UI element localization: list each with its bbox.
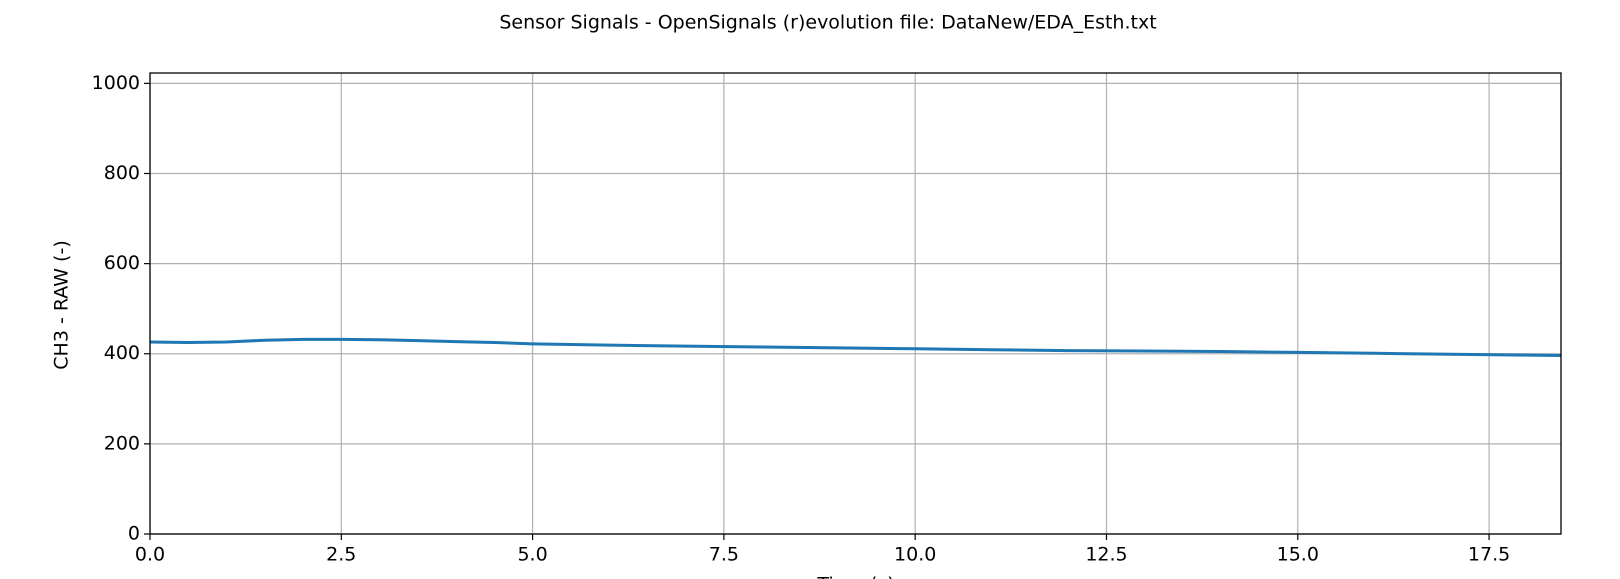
x-tick-label: 2.5 xyxy=(326,544,356,566)
y-tick-label: 400 xyxy=(104,342,140,364)
x-tick-label: 0.0 xyxy=(135,544,165,566)
x-tick-label: 15.0 xyxy=(1277,544,1319,566)
x-axis-label: Time (s) xyxy=(816,574,894,579)
x-tick-label: 17.5 xyxy=(1468,544,1510,566)
x-tick-label: 5.0 xyxy=(517,544,547,566)
y-tick-label: 600 xyxy=(104,252,140,274)
plot-frame xyxy=(149,72,1562,535)
y-tick-label: 200 xyxy=(104,432,140,454)
y-tick-label: 800 xyxy=(104,162,140,184)
chart-title: Sensor Signals - OpenSignals (r)evolutio… xyxy=(499,12,1156,34)
x-tick-label: 12.5 xyxy=(1085,544,1127,566)
x-tick-label: 7.5 xyxy=(709,544,739,566)
y-axis-label: CH3 - RAW (-) xyxy=(51,240,73,369)
data-line xyxy=(149,337,1562,358)
x-tick-label: 10.0 xyxy=(894,544,936,566)
y-tick-label: 0 xyxy=(128,523,140,545)
y-tick-label: 1000 xyxy=(92,72,140,94)
